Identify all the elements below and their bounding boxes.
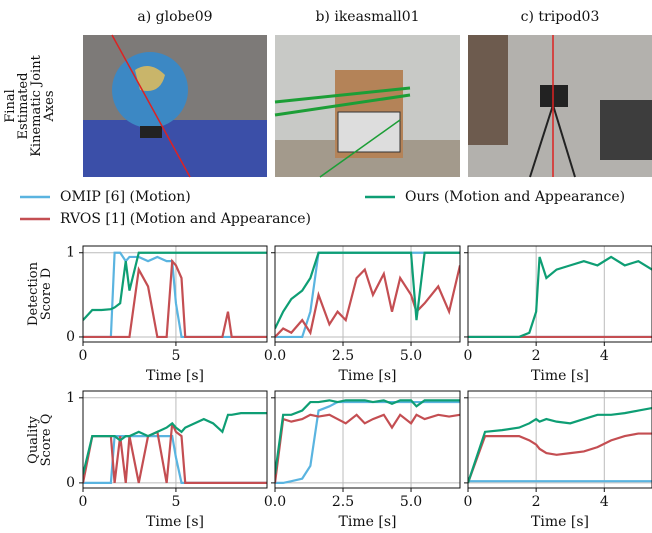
x-axis-label: Time [s] bbox=[339, 368, 397, 384]
column-title: a) globe09 bbox=[137, 9, 212, 25]
legend-label: RVOS [1] (Motion and Appearance) bbox=[60, 211, 311, 227]
x-tick-label: 5 bbox=[171, 494, 180, 510]
x-tick-label: 4 bbox=[600, 348, 609, 364]
plot-frame bbox=[468, 391, 652, 488]
series-line bbox=[468, 257, 652, 337]
legend-label: OMIP [6] (Motion) bbox=[60, 189, 191, 205]
series-line bbox=[275, 253, 460, 329]
x-tick-label: 0.0 bbox=[264, 494, 286, 510]
x-axis-label: Time [s] bbox=[531, 514, 589, 530]
x-tick-label: 5 bbox=[171, 348, 180, 364]
series-line bbox=[275, 265, 460, 337]
series-line bbox=[468, 434, 652, 483]
x-tick-label: 2 bbox=[532, 494, 541, 510]
x-axis-label: Time [s] bbox=[146, 514, 204, 530]
row-label: Score D bbox=[39, 268, 54, 320]
column-title: b) ikeasmall01 bbox=[315, 9, 419, 25]
column-title: c) tripod03 bbox=[521, 9, 600, 25]
x-tick-label: 5.0 bbox=[400, 348, 422, 364]
series-line bbox=[468, 408, 652, 483]
series-line bbox=[275, 415, 460, 483]
y-tick-label: 1 bbox=[66, 245, 75, 261]
series-line bbox=[275, 402, 460, 483]
photo-globe09 bbox=[83, 35, 267, 177]
photo-ikeasmall01 bbox=[275, 35, 460, 177]
x-tick-label: 5.0 bbox=[400, 494, 422, 510]
plot-frame bbox=[468, 246, 652, 342]
row-label: Score Q bbox=[39, 414, 54, 467]
row-label: Axes bbox=[42, 90, 57, 122]
plot-frame bbox=[275, 391, 460, 488]
x-tick-label: 0.0 bbox=[264, 348, 286, 364]
x-axis-label: Time [s] bbox=[339, 514, 397, 530]
figure: a) globe09b) ikeasmall01c) tripod03Final… bbox=[0, 0, 652, 533]
x-axis-label: Time [s] bbox=[531, 368, 589, 384]
x-tick-label: 4 bbox=[600, 494, 609, 510]
x-tick-label: 2.5 bbox=[332, 494, 354, 510]
x-tick-label: 0 bbox=[79, 348, 88, 364]
legend-label: Ours (Motion and Appearance) bbox=[405, 189, 625, 205]
y-tick-label: 0 bbox=[66, 329, 75, 345]
x-axis-label: Time [s] bbox=[146, 368, 204, 384]
y-tick-label: 0 bbox=[66, 475, 75, 491]
photo-tripod03 bbox=[468, 35, 652, 177]
series-line bbox=[275, 400, 460, 474]
y-tick-label: 1 bbox=[66, 390, 75, 406]
x-tick-label: 2.5 bbox=[332, 348, 354, 364]
x-tick-label: 0 bbox=[464, 494, 473, 510]
x-tick-label: 0 bbox=[79, 494, 88, 510]
x-tick-label: 2 bbox=[532, 348, 541, 364]
x-tick-label: 0 bbox=[464, 348, 473, 364]
